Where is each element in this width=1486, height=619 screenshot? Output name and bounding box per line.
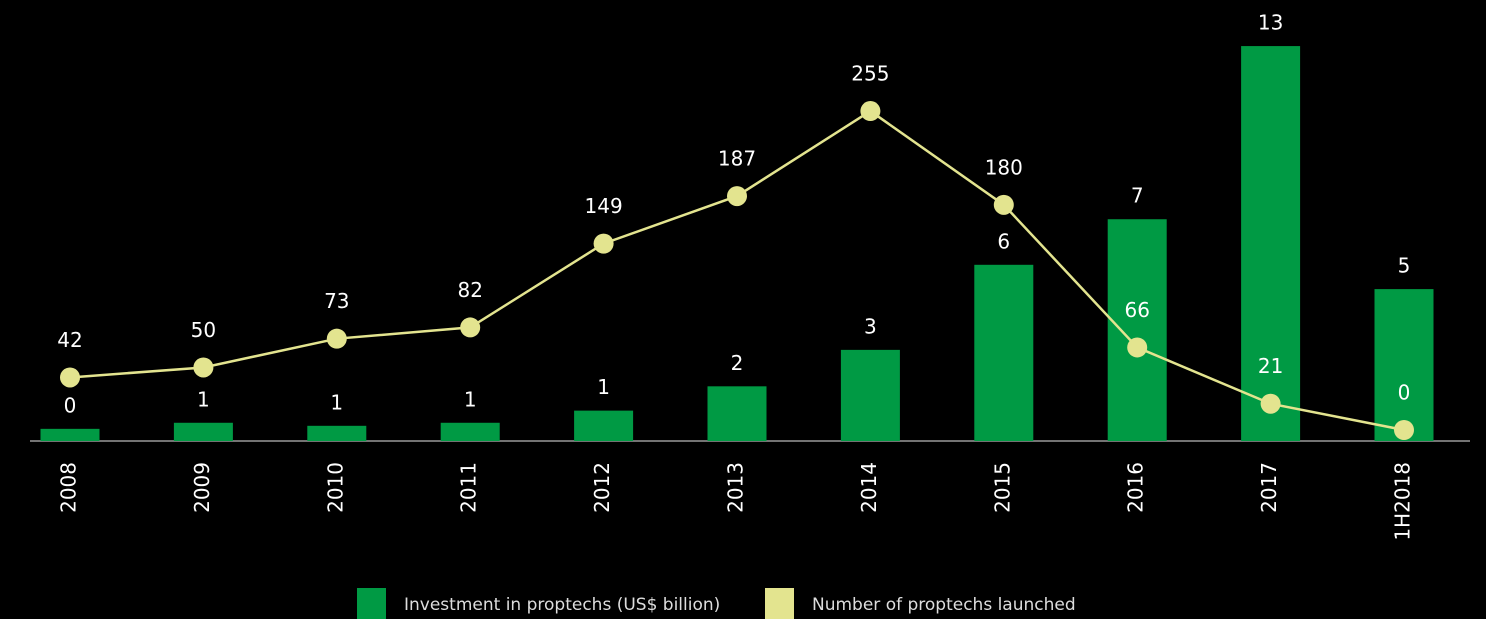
- line-point: [860, 101, 881, 122]
- line-point: [326, 328, 347, 349]
- x-tick-label: 2011: [457, 462, 481, 513]
- legend-swatch: [357, 588, 386, 619]
- bar-value-label: 1: [464, 387, 477, 411]
- bar-value-label: 7: [1131, 184, 1144, 208]
- line-value-label: 73: [324, 289, 349, 313]
- x-tick-label: 2008: [57, 462, 81, 513]
- line-point: [1394, 419, 1414, 440]
- bar-value-label: 0: [64, 393, 77, 417]
- x-tick-label: 2012: [590, 462, 614, 513]
- bar: [840, 349, 900, 441]
- line-value-label: 21: [1258, 354, 1283, 378]
- bar: [307, 425, 367, 441]
- line-value-label: 50: [191, 318, 216, 342]
- x-tick-label: 2010: [323, 462, 347, 513]
- bar-value-label: 13: [1258, 11, 1283, 35]
- line-point: [593, 233, 614, 254]
- line-value-label: 66: [1124, 298, 1149, 322]
- x-tick-label: 1H2018: [1391, 462, 1415, 541]
- bar: [1374, 289, 1434, 441]
- bar: [574, 410, 634, 441]
- line-point: [727, 186, 747, 207]
- line-value-label: 82: [457, 278, 482, 302]
- bar: [974, 264, 1034, 441]
- bar-value-label: 6: [997, 229, 1010, 253]
- line-point: [193, 357, 214, 378]
- x-tick-label: 2014: [857, 462, 881, 513]
- bar: [440, 422, 500, 441]
- bar-value-label: 3: [864, 314, 877, 338]
- bar: [1241, 46, 1301, 442]
- bar: [40, 428, 100, 441]
- legend-label: Investment in proptechs (US$ billion): [404, 595, 720, 615]
- bar-value-label: 1: [197, 387, 210, 411]
- line-point: [60, 367, 80, 388]
- bar-value-label: 5: [1398, 254, 1411, 278]
- line-point: [993, 194, 1014, 215]
- x-tick-label: 2016: [1124, 462, 1148, 513]
- line-value-label: 42: [57, 328, 82, 352]
- legend-swatch: [765, 588, 794, 619]
- x-tick-label: 2009: [190, 462, 214, 513]
- bar: [1107, 219, 1167, 441]
- line-point: [1260, 393, 1281, 414]
- line-point: [460, 317, 481, 338]
- line-value-label: 180: [985, 155, 1023, 179]
- bar-value-label: 2: [731, 351, 744, 375]
- x-tick-label: 2015: [990, 462, 1014, 513]
- line-value-label: 0: [1398, 380, 1411, 404]
- x-tick-label: 2013: [724, 462, 748, 513]
- line-value-label: 255: [851, 62, 889, 86]
- bar: [707, 386, 767, 441]
- legend-label: Number of proptechs launched: [812, 595, 1076, 615]
- bar-value-label: 1: [597, 375, 610, 399]
- bar: [173, 422, 233, 441]
- line-point: [1127, 337, 1148, 358]
- x-tick-label: 2017: [1257, 462, 1281, 513]
- bar-value-label: 1: [330, 390, 343, 414]
- line-value-label: 149: [585, 194, 623, 218]
- line-value-label: 187: [718, 147, 756, 171]
